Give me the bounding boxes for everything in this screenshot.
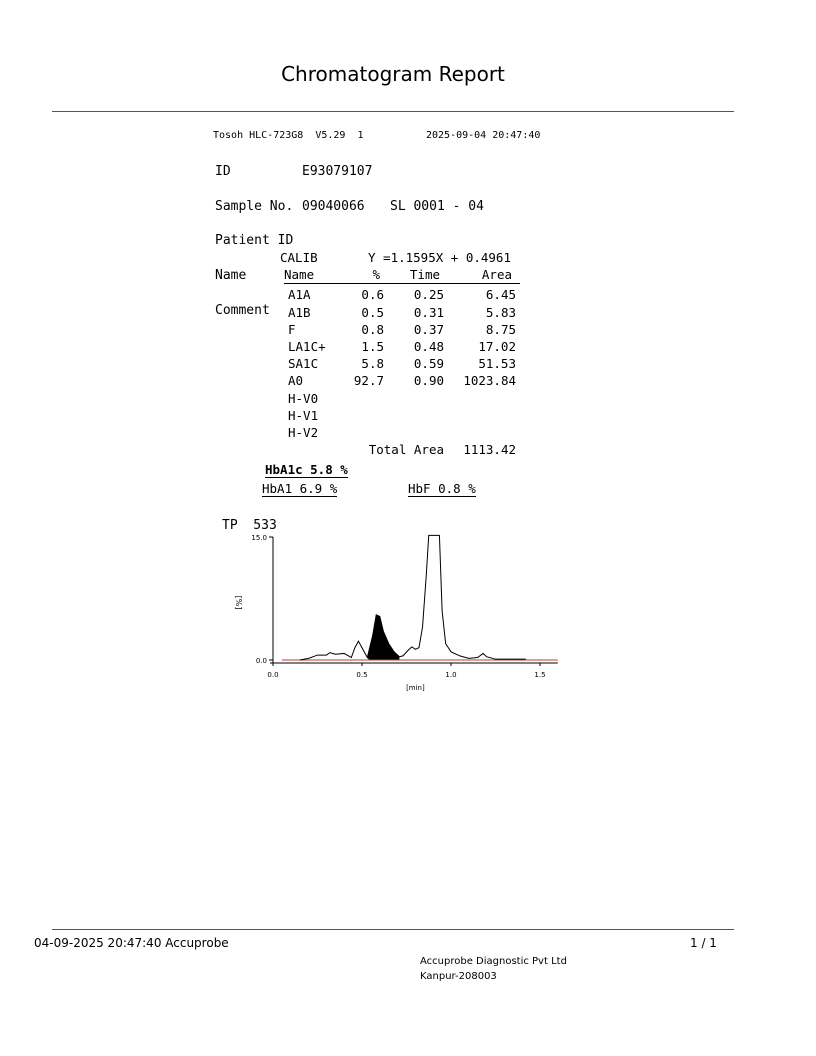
cell: 51.53 [478, 356, 516, 372]
calib-label: CALIB [280, 250, 318, 265]
sa1c-peak-fill [367, 614, 400, 660]
cell: 1.5 [361, 338, 384, 354]
run-datetime: 2025-09-04 20:47:40 [426, 130, 541, 141]
cell: 17.02 [478, 338, 516, 354]
cell: 0.5 [361, 304, 384, 320]
cell: 0.59 [413, 356, 444, 372]
id-label: ID [215, 164, 231, 180]
cell: 5.83 [485, 304, 516, 320]
table-row: H-V1 [288, 407, 520, 424]
y-axis-label: [%] [234, 596, 243, 610]
table-row: A1A 0.6 0.25 6.45 [288, 286, 520, 303]
cell [346, 424, 384, 441]
header-divider [52, 111, 734, 112]
total-value: 1113.42 [463, 442, 516, 458]
chromatogram-trace [299, 534, 526, 661]
y-tick-label: 0.0 [256, 657, 267, 665]
cell [346, 390, 384, 407]
hba1c-result: HbA1c 5.8 % [265, 462, 348, 478]
sample-label: Sample No. [215, 198, 294, 214]
hbf-result: HbF 0.8 % [408, 481, 476, 497]
cell: A1B [288, 304, 311, 320]
tp-label: TP 533 [222, 518, 277, 533]
cell: 0.48 [413, 338, 444, 354]
cell: 8.75 [485, 321, 516, 337]
company-address: Kanpur-208003 [420, 971, 497, 982]
cell: 6.45 [485, 287, 516, 303]
name-label: Name [215, 268, 247, 284]
comment-label: Comment [215, 302, 270, 318]
report-title: Chromatogram Report [281, 62, 505, 86]
table-row: A1B 0.5 0.31 5.83 [288, 304, 520, 321]
cell: LA1C+ [288, 338, 326, 354]
footer-divider [52, 929, 734, 930]
cell: H-V1 [288, 407, 319, 423]
table-row: SA1C 5.8 0.59 51.53 [288, 355, 520, 372]
table-row: LA1C+ 1.5 0.48 17.02 [288, 338, 520, 355]
footer-left: 04-09-2025 20:47:40 Accuprobe [34, 936, 229, 950]
instrument-header: Tosoh HLC-723G8 V5.29 1 2025-09-04 20:47:… [213, 130, 540, 141]
cell: A1A [288, 287, 311, 303]
cell: 0.37 [413, 321, 444, 337]
x-tick-label: 1.0 [445, 671, 456, 679]
cell: A0 [288, 373, 304, 389]
table-header: Name% Time Area [284, 266, 520, 285]
col-area: Area [481, 267, 512, 283]
cell: 92.7 [353, 373, 384, 389]
table-row: F 0.8 0.37 8.75 [288, 321, 520, 338]
cell [384, 407, 444, 424]
table-row: H-V0 [288, 390, 520, 407]
cell [444, 424, 516, 441]
cell: 1023.84 [463, 373, 516, 389]
col-name: Name [284, 267, 315, 283]
instrument-name: Tosoh HLC-723G8 V5.29 1 [213, 130, 364, 141]
cell: H-V2 [288, 424, 319, 440]
x-axis-label: [min] [406, 684, 425, 692]
cell: SA1C [288, 356, 319, 372]
cell [444, 407, 516, 424]
cell [384, 424, 444, 441]
cell [346, 407, 384, 424]
col-pct: % [372, 267, 380, 283]
col-time: Time [409, 267, 440, 283]
sl-value: SL 0001 - 04 [390, 198, 484, 214]
sample-value: 09040066 [302, 198, 365, 214]
cell: 5.8 [361, 356, 384, 372]
cell: 0.25 [413, 287, 444, 303]
id-value: E93079107 [302, 164, 373, 180]
cell: 0.31 [413, 304, 444, 320]
chromatogram-chart: 15.0 0.00.0 0.5 1.0 1.5 [min] [%] [234, 534, 558, 692]
total-label: Total Area [368, 442, 444, 458]
table-row: A0 92.7 0.90 1023.84 [288, 372, 520, 389]
cell: F [288, 321, 296, 337]
calib-equation: Y =1.1595X + 0.4961 [368, 250, 511, 265]
x-tick-label: 1.5 [534, 671, 545, 679]
cell: 0.6 [361, 287, 384, 303]
page-number: 1 / 1 [690, 936, 717, 950]
cell [384, 390, 444, 407]
results-table: CALIB Y =1.1595X + 0.4961 Name% Time Area A… [280, 249, 520, 458]
cell: H-V0 [288, 390, 319, 406]
cell [444, 390, 516, 407]
company-name: Accuprobe Diagnostic Pvt Ltd [420, 956, 567, 967]
x-tick-label: 0.0 [267, 671, 278, 679]
y-tick-label: 15.0 [251, 534, 267, 542]
cell: 0.90 [413, 373, 444, 389]
table-row: H-V2 [288, 424, 520, 441]
cell: 0.8 [361, 321, 384, 337]
patient-id-label: Patient ID [215, 233, 294, 249]
x-tick-label: 0.5 [356, 671, 367, 679]
sample-info: ID E93079107 Sample No. 09040066 SL 0001 - … [215, 146, 484, 336]
hba1-result: HbA1 6.9 % [262, 481, 338, 497]
